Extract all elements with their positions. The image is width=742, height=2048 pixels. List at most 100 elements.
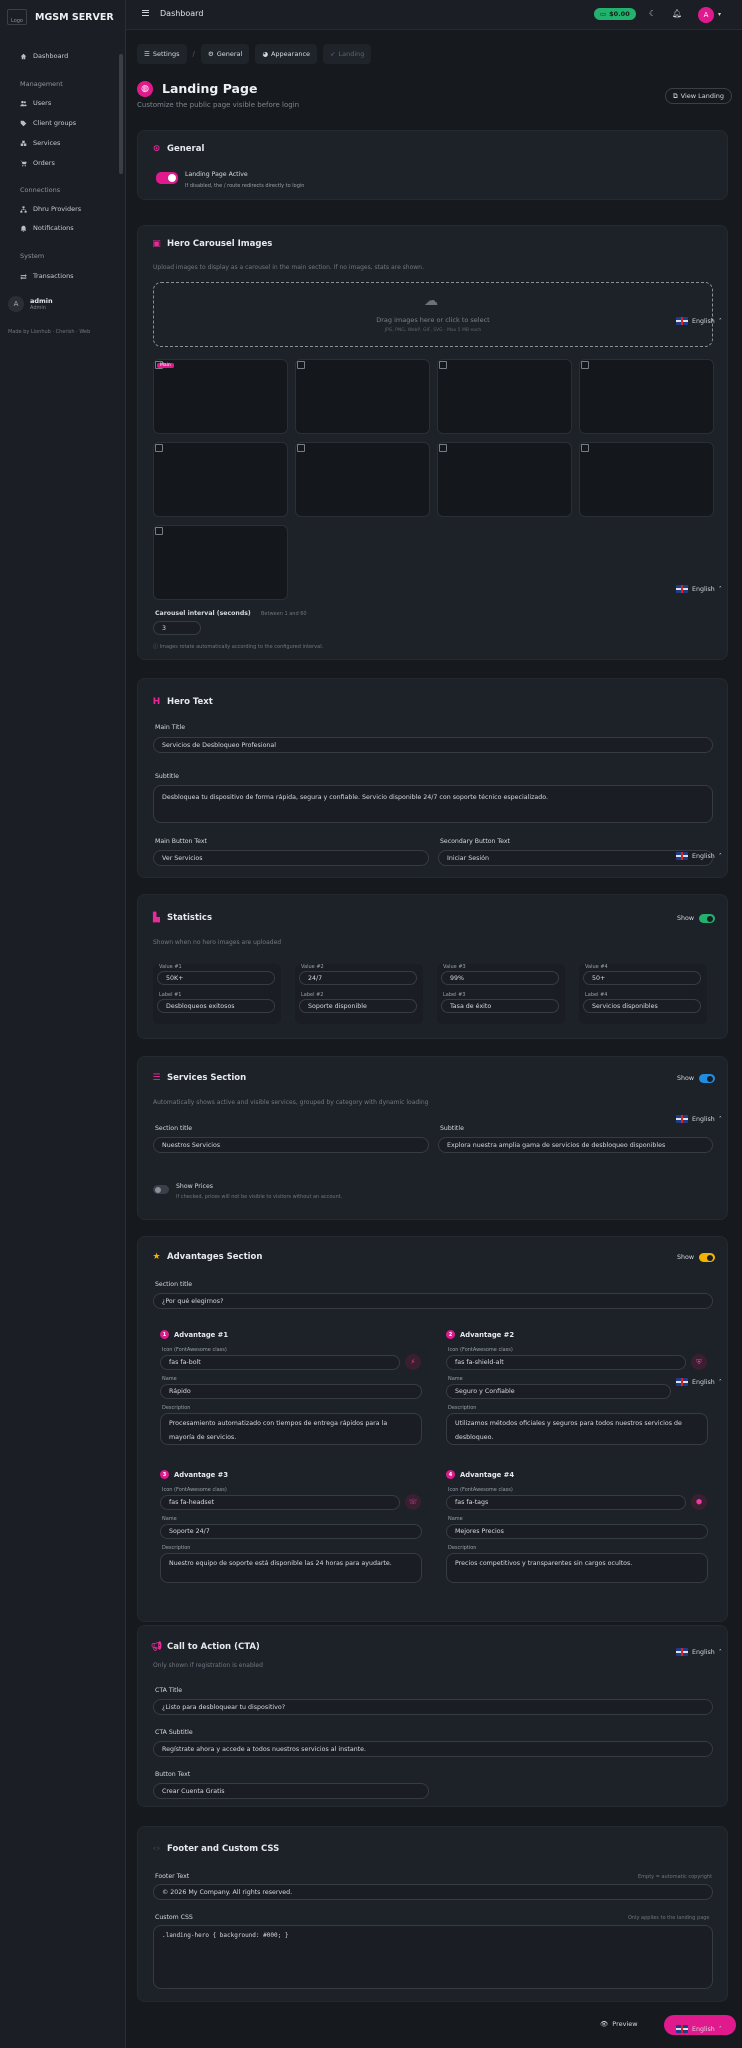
footer-text-input[interactable]: © 2026 My Company. All rights reserved.: [153, 1884, 713, 1900]
sidebar-item-client-groups[interactable]: Client groups: [20, 119, 76, 127]
carousel-image[interactable]: [579, 359, 714, 434]
gear-icon: ⚙: [207, 50, 214, 58]
stat-label-label: Label #4: [585, 992, 608, 998]
uk-flag-icon: [676, 1648, 688, 1656]
sidebar-item-notifications[interactable]: Notifications: [20, 224, 74, 232]
language-selector[interactable]: English ˄: [676, 852, 722, 860]
language-selector[interactable]: English ˄: [676, 585, 722, 593]
subtitle-textarea[interactable]: Desbloquea tu dispositivo de forma rápid…: [153, 785, 713, 823]
carousel-image[interactable]: [437, 442, 572, 517]
moon-icon[interactable]: ☾: [649, 9, 657, 18]
main-title-input[interactable]: Servicios de Desbloqueo Profesional: [153, 737, 713, 753]
advantage-icon-input[interactable]: fas fa-tags: [446, 1495, 686, 1510]
uk-flag-icon: [676, 585, 688, 593]
carousel-image[interactable]: [153, 525, 288, 600]
cta-subtitle-label: CTA Subtitle: [155, 1729, 193, 1736]
advantage-icon-input[interactable]: fas fa-headset: [160, 1495, 400, 1510]
card-title-text: Statistics: [167, 913, 213, 923]
sidebar-item-dhru-providers[interactable]: Dhru Providers: [20, 205, 81, 213]
advantage-name-input[interactable]: Rápido: [160, 1384, 422, 1399]
stat-label-input[interactable]: Desbloqueos exitosos: [157, 999, 275, 1013]
show-prices-toggle[interactable]: [153, 1185, 169, 1194]
tab-appearance[interactable]: ◕ Appearance: [255, 44, 318, 64]
sitemap-icon: [20, 205, 27, 213]
sidebar-scrollbar[interactable]: [119, 54, 123, 174]
carousel-image[interactable]: [579, 442, 714, 517]
carousel-image[interactable]: [295, 359, 430, 434]
cta-title-input[interactable]: ¿Listo para desbloquear tu dispositivo?: [153, 1699, 713, 1715]
user-avatar[interactable]: A: [698, 7, 714, 23]
preview-label: Preview: [612, 2020, 638, 2028]
stat-label-input[interactable]: Tasa de éxito: [441, 999, 559, 1013]
services-title-label: Section title: [155, 1125, 193, 1132]
stat-value-input[interactable]: 50K+: [157, 971, 275, 985]
tab-settings[interactable]: ☰ Settings: [137, 44, 187, 64]
advantage-heading: 3 Advantage #3: [160, 1470, 228, 1479]
advantage-icon-input[interactable]: fas fa-bolt: [160, 1355, 400, 1370]
advantage-icon-input[interactable]: fas fa-shield-alt: [446, 1355, 686, 1370]
carousel-image[interactable]: [153, 442, 288, 517]
landing-active-toggle[interactable]: [156, 172, 178, 184]
stat-value-input[interactable]: 24/7: [299, 971, 417, 985]
shield-icon: ⛨: [691, 1354, 707, 1370]
services-show-toggle[interactable]: [699, 1074, 715, 1083]
sidebar-item-services[interactable]: Services: [20, 139, 60, 147]
cta-button-input[interactable]: Crear Cuenta Gratis: [153, 1783, 429, 1799]
cta-subtitle-input[interactable]: Regístrate ahora y accede a todos nuestr…: [153, 1741, 713, 1757]
sidebar-item-transactions[interactable]: Transactions: [20, 272, 74, 280]
advantage-desc-textarea[interactable]: Utilizamos métodos oficiales y seguros p…: [446, 1413, 708, 1445]
images-icon: ▣: [152, 239, 161, 249]
services-subtitle-input[interactable]: Explora nuestra amplia gama de servicios…: [438, 1137, 713, 1153]
sidebar-user[interactable]: A admin Admin: [8, 296, 53, 312]
services-show[interactable]: Show: [677, 1074, 715, 1083]
carousel-image[interactable]: Main: [153, 359, 288, 434]
advantage-heading: 4 Advantage #4: [446, 1470, 514, 1479]
language-selector[interactable]: English ˄: [676, 2025, 722, 2033]
cta-help: Only shown if registration is enabled: [153, 1662, 263, 1669]
brand[interactable]: Logo MGSM SERVER: [7, 9, 114, 25]
stat-value-input[interactable]: 99%: [441, 971, 559, 985]
menu-toggle-icon[interactable]: [142, 10, 149, 16]
advantages-title-input[interactable]: ¿Por qué elegirnos?: [153, 1293, 713, 1309]
sidebar-item-orders[interactable]: Orders: [20, 159, 55, 167]
preview-button[interactable]: 👁︎ Preview: [600, 2020, 638, 2028]
language-selector[interactable]: English ˄: [676, 1115, 722, 1123]
show-prices-help: If checked, prices will not be visible t…: [176, 1194, 343, 1200]
statistics-show-toggle[interactable]: [699, 914, 715, 923]
services-title-input[interactable]: Nuestros Servicios: [153, 1137, 429, 1153]
image-dropzone[interactable]: ☁ Drag images here or click to select JP…: [153, 282, 722, 347]
carousel-image[interactable]: [437, 359, 572, 434]
advantage-name-input[interactable]: Mejores Precios: [446, 1524, 708, 1539]
advantage-name-input[interactable]: Soporte 24/7: [160, 1524, 422, 1539]
stat-label-input[interactable]: Soporte disponible: [299, 999, 417, 1013]
main-button-input[interactable]: Ver Servicios: [153, 850, 429, 866]
language-selector[interactable]: English ˄: [676, 317, 722, 325]
language-selector[interactable]: English ˄: [676, 1648, 722, 1656]
advantage-desc-textarea[interactable]: Precios competitivos y transparentes sin…: [446, 1553, 708, 1583]
advantage-desc-textarea[interactable]: Nuestro equipo de soporte está disponibl…: [160, 1553, 422, 1583]
secondary-button-input[interactable]: Iniciar Sesión: [438, 850, 713, 866]
tab-general[interactable]: ⚙ General: [200, 44, 250, 64]
advantage-icon-label: Icon (FontAwesome class): [162, 1347, 227, 1353]
advantages-show[interactable]: Show: [677, 1253, 715, 1262]
advantages-show-toggle[interactable]: [699, 1253, 715, 1262]
advantage-name-input[interactable]: Seguro y Confiable: [446, 1384, 671, 1399]
chevron-down-icon[interactable]: ▾: [718, 11, 722, 18]
language-selector[interactable]: English ˄: [676, 1378, 722, 1386]
tab-landing[interactable]: ➶ Landing: [323, 44, 372, 64]
credit-badge[interactable]: ▭ $0.00: [594, 8, 636, 20]
sidebar-item-dashboard[interactable]: Dashboard: [20, 52, 68, 60]
view-landing-button[interactable]: ⧉ View Landing: [665, 88, 733, 104]
carousel-image[interactable]: [295, 442, 430, 517]
advantages-card: ★ Advantages Section Show Section title ¿…: [137, 1236, 728, 1622]
general-card: ⊙ General Landing Page Active If disabled…: [137, 130, 728, 200]
stat-value-input[interactable]: 50+: [583, 971, 701, 985]
advantage-desc-textarea[interactable]: Procesamiento automatizado con tiempos d…: [160, 1413, 422, 1445]
list-icon: ☰: [152, 1073, 161, 1083]
stat-label-input[interactable]: Servicios disponibles: [583, 999, 701, 1013]
sidebar-item-users[interactable]: Users: [20, 99, 51, 107]
statistics-show[interactable]: Show: [677, 914, 715, 923]
interval-input[interactable]: 3: [153, 621, 201, 635]
custom-css-textarea[interactable]: .landing-hero { background: #000; }: [153, 1925, 713, 1989]
bell-icon[interactable]: 🔔︎: [672, 9, 683, 18]
